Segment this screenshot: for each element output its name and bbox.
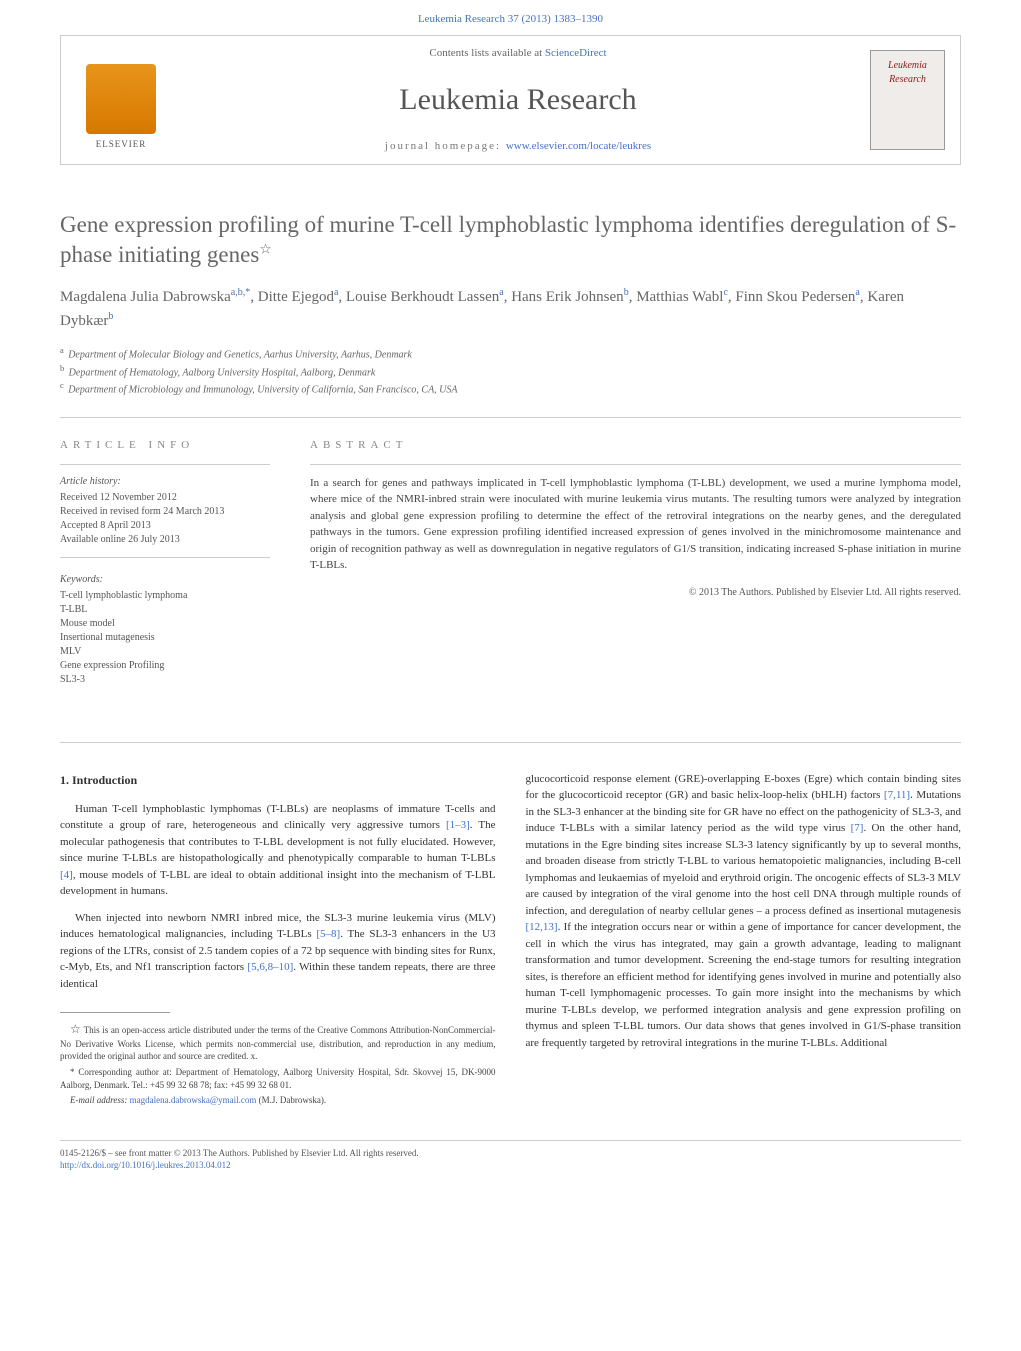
footnote-corresponding: * Corresponding author at: Department of… [60,1066,496,1091]
abstract: abstract In a search for genes and pathw… [310,438,961,711]
history-item: Accepted 8 April 2013 [60,519,270,533]
ref-link[interactable]: [12,13] [526,921,558,933]
title-text: Gene expression profiling of murine T-ce… [60,212,956,267]
journal-cover[interactable]: Leukemia Research [870,50,945,150]
keyword-item: Mouse model [60,617,270,631]
ref-link[interactable]: [5–8] [316,928,340,940]
article-info-heading: article info [60,438,270,453]
homepage-label: journal homepage: [385,140,506,152]
body-col-left: 1. Introduction Human T-cell lymphoblast… [60,771,496,1110]
ref-link[interactable]: [5,6,8–10] [247,961,293,973]
footnote-oa: ☆ This is an open-access article distrib… [60,1021,496,1063]
divider-mid [60,742,961,743]
abstract-text: In a search for genes and pathways impli… [310,475,961,574]
journal-cover-title: Leukemia Research [871,59,944,87]
history-item: Available online 26 July 2013 [60,533,270,547]
article-info: article info Article history: Received 1… [60,438,270,711]
oa-star-icon: ☆ [70,1022,81,1036]
sciencedirect-link[interactable]: ScienceDirect [545,47,607,59]
abstract-copyright: © 2013 The Authors. Published by Elsevie… [310,586,961,600]
body-col-right: glucocorticoid response element (GRE)-ov… [526,771,962,1110]
affiliation-line: b Department of Hematology, Aalborg Univ… [60,363,961,380]
doi-link[interactable]: http://dx.doi.org/10.1016/j.leukres.2013… [60,1160,231,1170]
footnote-divider [60,1012,170,1013]
ref-link[interactable]: [7] [851,822,864,834]
article-history: Article history: Received 12 November 20… [60,475,270,558]
homepage-line: journal homepage: www.elsevier.com/locat… [181,139,855,154]
info-divider [60,464,270,465]
elsevier-label: ELSEVIER [96,138,147,151]
body-para-2: When injected into newborn NMRI inbred m… [60,910,496,993]
keyword-item: SL3-3 [60,673,270,687]
ref-link[interactable]: [1–3] [446,819,470,831]
keyword-item: Insertional mutagenesis [60,631,270,645]
ref-link[interactable]: [4] [60,869,73,881]
affiliation-line: c Department of Microbiology and Immunol… [60,380,961,397]
contents-prefix: Contents lists available at [429,47,544,59]
history-label: Article history: [60,475,270,489]
keyword-item: T-cell lymphoblastic lymphoma [60,589,270,603]
contents-available: Contents lists available at ScienceDirec… [181,46,855,61]
keyword-item: MLV [60,645,270,659]
keyword-item: Gene expression Profiling [60,659,270,673]
corr-star-icon: * [70,1067,75,1077]
history-item: Received in revised form 24 March 2013 [60,505,270,519]
email-label: E-mail address: [70,1095,127,1105]
header-center: Contents lists available at ScienceDirec… [181,46,855,155]
info-abstract-row: article info Article history: Received 1… [60,438,961,711]
abstract-heading: abstract [310,438,961,453]
footnotes: ☆ This is an open-access article distrib… [60,1021,496,1107]
article-title: Gene expression profiling of murine T-ce… [60,210,961,270]
corr-text: Corresponding author at: Department of H… [60,1067,496,1090]
bottom-bar: 0145-2126/$ – see front matter © 2013 Th… [60,1140,961,1172]
history-item: Received 12 November 2012 [60,491,270,505]
abstract-divider [310,464,961,465]
body-para-1: Human T-cell lymphoblastic lymphomas (T-… [60,801,496,900]
body-para-3: glucocorticoid response element (GRE)-ov… [526,771,962,1052]
affiliation-line: a Department of Molecular Biology and Ge… [60,345,961,362]
affiliations: a Department of Molecular Biology and Ge… [60,345,961,397]
email-person: (M.J. Dabrowska). [259,1095,327,1105]
divider-top [60,417,961,418]
footnote-email: E-mail address: magdalena.dabrowska@ymai… [60,1094,496,1107]
title-footnote-star: ☆ [259,243,272,258]
elsevier-logo[interactable]: ELSEVIER [76,50,166,150]
oa-text: This is an open-access article distribut… [60,1025,496,1061]
authors: Magdalena Julia Dabrowskaa,b,*, Ditte Ej… [60,285,961,333]
elsevier-tree-icon [86,64,156,134]
keyword-item: T-LBL [60,603,270,617]
ref-link[interactable]: [7,11] [884,789,910,801]
journal-citation: Leukemia Research 37 (2013) 1383–1390 [0,0,1021,35]
journal-header: ELSEVIER Contents lists available at Sci… [60,35,961,165]
front-matter-line: 0145-2126/$ – see front matter © 2013 Th… [60,1147,961,1160]
journal-name: Leukemia Research [181,79,855,121]
body-columns: 1. Introduction Human T-cell lymphoblast… [60,771,961,1110]
keywords-label: Keywords: [60,573,270,587]
section-1-heading: 1. Introduction [60,771,496,789]
keywords-block: Keywords: T-cell lymphoblastic lymphomaT… [60,573,270,697]
email-link[interactable]: magdalena.dabrowska@ymail.com [130,1095,257,1105]
homepage-link[interactable]: www.elsevier.com/locate/leukres [506,140,651,152]
